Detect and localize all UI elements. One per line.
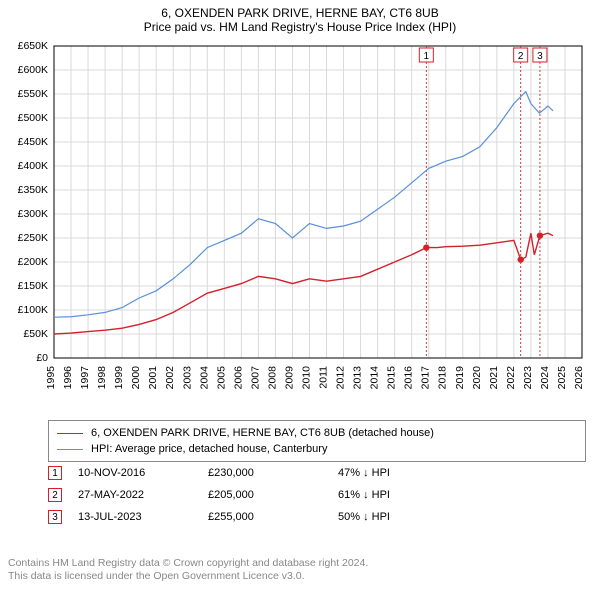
chart-svg: £0 £50K £100K £150K £200K £250K £300K £350K £400… [6, 42, 586, 418]
event-price: £230,000 [208, 467, 338, 479]
svg-text:2005: 2005 [215, 366, 227, 390]
event-row: 1 10-NOV-2016£230,00047% ↓ HPI [48, 462, 586, 484]
svg-text:2008: 2008 [266, 366, 278, 390]
event-marker-icon: 3 [48, 510, 62, 524]
svg-text:2013: 2013 [352, 366, 364, 390]
chart-title-line1: 6, OXENDEN PARK DRIVE, HERNE BAY, CT6 8U… [0, 0, 600, 20]
svg-text:2003: 2003 [181, 366, 193, 390]
events-table: 1 10-NOV-2016£230,00047% ↓ HPI 2 27-MAY-202… [48, 462, 586, 528]
svg-text:£500K: £500K [18, 112, 48, 124]
footer-line1: Contains HM Land Registry data © Crown c… [8, 557, 368, 571]
svg-text:2021: 2021 [488, 366, 500, 390]
event-pct: 47% ↓ HPI [338, 467, 390, 479]
svg-text:2011: 2011 [318, 366, 330, 389]
svg-text:2026: 2026 [573, 366, 585, 390]
event-price: £255,000 [208, 511, 338, 523]
legend-label-price-paid: 6, OXENDEN PARK DRIVE, HERNE BAY, CT6 8U… [91, 427, 434, 439]
svg-text:£150K: £150K [18, 280, 48, 292]
svg-text:2020: 2020 [471, 366, 483, 390]
svg-text:2006: 2006 [232, 366, 244, 390]
svg-text:2024: 2024 [539, 366, 551, 390]
svg-text:1998: 1998 [96, 366, 108, 390]
svg-text:£250K: £250K [18, 232, 48, 244]
svg-text:2016: 2016 [403, 366, 415, 390]
svg-text:£650K: £650K [18, 42, 48, 52]
footer-line2: This data is licensed under the Open Gov… [8, 570, 368, 584]
svg-text:£50K: £50K [23, 328, 48, 340]
legend-row-price-paid: 6, OXENDEN PARK DRIVE, HERNE BAY, CT6 8U… [57, 425, 577, 441]
svg-text:2010: 2010 [300, 366, 312, 390]
svg-text:£200K: £200K [18, 256, 48, 268]
chart-plot-area: £0£50K£100K£150K£200K£250K£300K£350K£400… [48, 42, 586, 382]
event-marker-icon: 1 [48, 466, 62, 480]
footer-attribution: Contains HM Land Registry data © Crown c… [8, 557, 368, 584]
svg-text:2: 2 [518, 51, 524, 62]
svg-text:£100K: £100K [18, 304, 48, 316]
svg-text:2000: 2000 [130, 366, 142, 390]
svg-text:2023: 2023 [522, 366, 534, 390]
svg-text:3: 3 [537, 51, 543, 62]
legend-label-hpi: HPI: Average price, detached house, Cant… [91, 443, 327, 455]
svg-text:2018: 2018 [437, 366, 449, 390]
svg-text:2009: 2009 [283, 366, 295, 390]
chart-title-line2: Price paid vs. HM Land Registry's House … [0, 20, 600, 38]
event-pct: 61% ↓ HPI [338, 489, 390, 501]
svg-text:2001: 2001 [147, 366, 159, 390]
legend-swatch-price-paid [57, 433, 83, 434]
svg-text:2022: 2022 [505, 366, 517, 390]
legend-box: 6, OXENDEN PARK DRIVE, HERNE BAY, CT6 8U… [48, 420, 586, 462]
event-row: 3 13-JUL-2023£255,00050% ↓ HPI [48, 506, 586, 528]
svg-text:2015: 2015 [386, 366, 398, 390]
svg-text:1: 1 [424, 51, 430, 62]
svg-text:1996: 1996 [62, 366, 74, 390]
svg-text:2017: 2017 [420, 366, 432, 390]
legend-row-hpi: HPI: Average price, detached house, Cant… [57, 441, 577, 457]
svg-text:2019: 2019 [454, 366, 466, 390]
svg-text:£550K: £550K [18, 88, 48, 100]
svg-text:2004: 2004 [198, 366, 210, 390]
event-date: 10-NOV-2016 [78, 467, 208, 479]
svg-text:2012: 2012 [335, 366, 347, 390]
svg-text:1995: 1995 [45, 366, 57, 390]
svg-text:£0: £0 [36, 352, 48, 364]
legend-swatch-hpi [57, 449, 83, 450]
svg-text:2007: 2007 [249, 366, 261, 390]
event-pct: 50% ↓ HPI [338, 511, 390, 523]
svg-text:2014: 2014 [369, 366, 381, 390]
svg-text:£300K: £300K [18, 208, 48, 220]
svg-text:2025: 2025 [556, 366, 568, 390]
event-date: 27-MAY-2022 [78, 489, 208, 501]
event-price: £205,000 [208, 489, 338, 501]
svg-text:1999: 1999 [113, 366, 125, 390]
event-row: 2 27-MAY-2022£205,00061% ↓ HPI [48, 484, 586, 506]
event-date: 13-JUL-2023 [78, 511, 208, 523]
svg-text:£400K: £400K [18, 160, 48, 172]
event-marker-icon: 2 [48, 488, 62, 502]
svg-text:£350K: £350K [18, 184, 48, 196]
svg-text:£600K: £600K [18, 64, 48, 76]
svg-text:2002: 2002 [164, 366, 176, 390]
svg-text:1997: 1997 [79, 366, 91, 390]
svg-text:£450K: £450K [18, 136, 48, 148]
